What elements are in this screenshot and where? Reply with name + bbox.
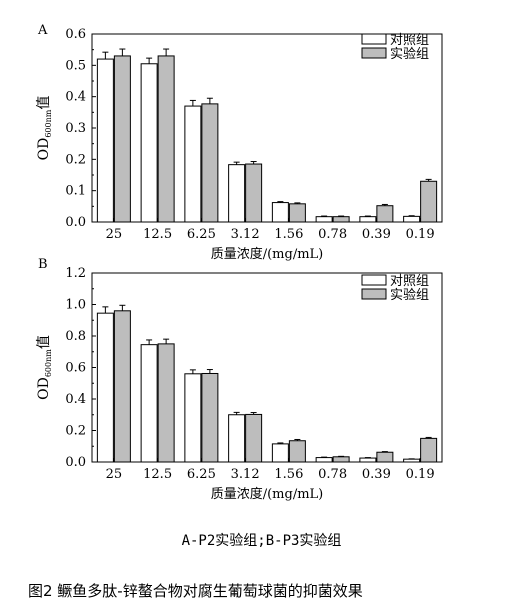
- x-tick-label: 25: [106, 467, 123, 482]
- x-tick-label: 0.78: [318, 227, 347, 242]
- legend-swatch: [361, 33, 387, 45]
- figure-caption: 图2 鳜鱼多肽-锌螯合物对腐生葡萄球菌的抑菌效果: [28, 582, 363, 600]
- bar-control: [140, 63, 158, 223]
- y-tick-label: 0.4: [65, 90, 86, 105]
- y-tick-label: 0.0: [65, 455, 86, 470]
- x-tick-label: 1.56: [274, 467, 303, 482]
- x-tick-label: 0.39: [362, 227, 391, 242]
- bar-control: [184, 105, 202, 223]
- legend-label: 实验组: [390, 287, 429, 303]
- bar-control: [271, 202, 289, 223]
- y-tick-label: 0.1: [65, 184, 86, 199]
- legend-swatch: [361, 288, 387, 300]
- bar-experiment: [420, 180, 438, 223]
- legend-swatch: [361, 47, 387, 59]
- legend-label: 对照组: [390, 33, 429, 48]
- panel-caption: A-P2实验组;B-P3实验组: [181, 533, 342, 549]
- bar-experiment: [288, 440, 306, 463]
- x-tick-label: 12.5: [143, 467, 172, 482]
- bar-experiment: [376, 451, 394, 463]
- bar-control: [96, 312, 114, 463]
- bar-experiment: [201, 103, 219, 223]
- y-tick-label: 0.2: [65, 424, 86, 439]
- y-tick-label: 0.4: [65, 392, 86, 407]
- bar-control: [403, 458, 421, 463]
- bar-experiment: [113, 55, 131, 223]
- bar-experiment: [332, 216, 350, 223]
- bar-control: [228, 414, 246, 463]
- y-tick-label: 0.6: [65, 27, 86, 42]
- y-tick-label: 0.8: [65, 329, 86, 344]
- chart-panel-a: A 0.0 0.1 0.2 0.3 0.4 0.5 0.6 OD600nm值 25 12.5 6.25…: [36, 23, 443, 262]
- bar-experiment: [113, 310, 131, 463]
- bar-experiment: [157, 55, 175, 223]
- y-axis-label: OD600nm值: [36, 96, 53, 161]
- x-tick-label: 6.25: [187, 227, 216, 242]
- y-tick-label: 0.5: [65, 58, 86, 73]
- x-tick-label: 0.19: [406, 467, 435, 482]
- x-tick-label: 3.12: [231, 467, 260, 482]
- x-tick-label: 0.78: [318, 467, 347, 482]
- bar-control: [359, 216, 377, 223]
- bar-experiment: [245, 163, 263, 223]
- x-tick-label: 0.39: [362, 467, 391, 482]
- panel-label: B: [38, 257, 48, 272]
- x-tick-label: 3.12: [231, 227, 260, 242]
- x-tick-label: 0.19: [406, 227, 435, 242]
- x-tick-label: 1.56: [274, 227, 303, 242]
- bar-control: [315, 457, 333, 463]
- panel-label: A: [37, 23, 48, 38]
- y-tick-label: 1.2: [65, 266, 86, 281]
- y-tick-label: 0.6: [65, 361, 86, 376]
- bar-control: [315, 216, 333, 223]
- bar-experiment: [245, 413, 263, 463]
- bar-experiment: [332, 456, 350, 463]
- legend-swatch: [361, 274, 387, 286]
- legend-label: 对照组: [390, 274, 429, 289]
- bar-control: [140, 344, 158, 463]
- x-tick-label: 12.5: [143, 227, 172, 242]
- bar-experiment: [288, 203, 306, 223]
- bar-control: [96, 58, 114, 223]
- bar-experiment: [376, 205, 394, 223]
- x-axis-label: 质量浓度/(mg/mL): [211, 246, 324, 262]
- bar-experiment: [420, 437, 438, 463]
- y-tick-label: 0.3: [65, 121, 86, 136]
- chart-panel-b: B 0.0 0.2 0.4 0.6 0.8 1.0 1.2 OD600nm值 25 12.5 6.25…: [36, 257, 443, 502]
- legend-label: 实验组: [390, 46, 429, 62]
- bar-experiment: [201, 372, 219, 463]
- bar-control: [184, 373, 202, 463]
- y-tick-label: 1.0: [65, 298, 86, 313]
- bar-experiment: [157, 343, 175, 463]
- x-axis-label: 质量浓度/(mg/mL): [211, 486, 324, 502]
- bar-control: [271, 443, 289, 463]
- x-tick-label: 25: [106, 227, 123, 242]
- bar-control: [359, 457, 377, 463]
- y-tick-label: 0.0: [65, 215, 86, 230]
- y-tick-label: 0.2: [65, 152, 86, 167]
- bar-control: [228, 164, 246, 223]
- bar-control: [403, 215, 421, 223]
- x-tick-label: 6.25: [187, 467, 216, 482]
- y-axis-label: OD600nm值: [36, 335, 53, 400]
